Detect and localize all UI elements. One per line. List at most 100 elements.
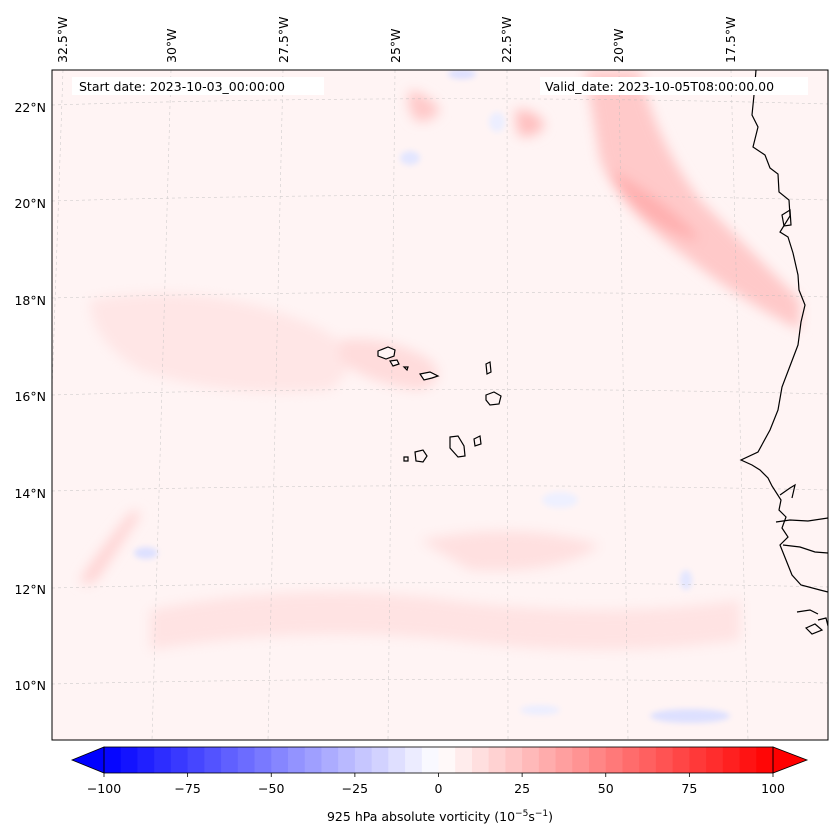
meridian-17.5W bbox=[730, 70, 749, 740]
negative-vorticity-patch-center bbox=[542, 492, 578, 508]
colorbar-cell bbox=[237, 747, 256, 773]
colorbar-cell bbox=[221, 747, 239, 773]
colorbar-cell bbox=[287, 747, 306, 773]
colorbar-cell bbox=[321, 747, 339, 773]
island-sao-vicente bbox=[389, 359, 400, 367]
positive-vorticity-band-west bbox=[80, 511, 140, 584]
colorbar-ticks: −100 −75 −50 −25 0 25 50 75 100 bbox=[87, 773, 785, 796]
colorbar-cell bbox=[154, 747, 172, 773]
lat-label-22N: 22°N bbox=[14, 100, 46, 115]
colorbar-cell bbox=[170, 747, 189, 773]
negative-vorticity-patch-north bbox=[448, 70, 476, 79]
vorticity-field bbox=[80, 70, 800, 723]
positive-vorticity-band-north bbox=[408, 90, 440, 122]
lon-label-30W: 30°W bbox=[164, 28, 179, 63]
start-date-label: Start date: 2023-10-03_00:00:00 bbox=[79, 79, 285, 94]
parallel-22N bbox=[52, 98, 828, 106]
lat-label-20N: 20°N bbox=[14, 196, 46, 211]
colorbar-tick-label: −25 bbox=[342, 781, 368, 796]
colorbar-cell bbox=[622, 747, 640, 773]
colorbar-label-mid: s bbox=[528, 809, 535, 824]
colorbar-cell bbox=[271, 747, 289, 773]
coastline-cape-verde-peninsula bbox=[779, 483, 796, 499]
colorbar-tick-label: −100 bbox=[87, 781, 121, 796]
colorbar-tick-label: 25 bbox=[514, 781, 530, 796]
colorbar-cell bbox=[388, 747, 406, 773]
lon-label-25W: 25°W bbox=[388, 28, 403, 63]
island-sao-nicolau bbox=[419, 371, 440, 381]
parallel-10N bbox=[52, 678, 828, 685]
meridian-20W bbox=[618, 70, 629, 740]
valid-date-label: Valid_date: 2023-10-05T08:00:00.00 bbox=[545, 79, 774, 94]
parallel-18N bbox=[52, 291, 828, 299]
lon-label-32.5W: 32.5°W bbox=[55, 17, 70, 63]
lon-label-20W: 20°W bbox=[611, 28, 626, 63]
colorbar-extend-min bbox=[70, 746, 105, 774]
lon-label-17.5W: 17.5°W bbox=[723, 17, 738, 63]
parallel-20N bbox=[52, 194, 828, 202]
coastline-mauritania-senegal bbox=[739, 70, 828, 593]
colorbar-extend-max bbox=[772, 746, 809, 774]
map-frame bbox=[51, 69, 829, 741]
positive-vorticity-spread-center bbox=[90, 293, 350, 393]
colorbar-cell bbox=[589, 747, 607, 773]
coastline-mauritania-islands bbox=[781, 208, 792, 227]
meridian-22.5W bbox=[506, 70, 509, 740]
colorbar-tick-label: 100 bbox=[761, 781, 785, 796]
colorbar-cell bbox=[354, 747, 373, 773]
colorbar-cells bbox=[104, 747, 774, 773]
colorbar-cell bbox=[605, 747, 624, 773]
parallel-14N bbox=[52, 485, 828, 492]
island-brava bbox=[403, 456, 409, 462]
colorbar-tick-label: 0 bbox=[435, 781, 443, 796]
colorbar-label-exp2: −1 bbox=[535, 809, 548, 819]
colorbar-cell bbox=[120, 747, 139, 773]
positive-vorticity-band-northeast bbox=[585, 70, 800, 330]
colorbar-tick-label: 75 bbox=[681, 781, 697, 796]
coastline-casamance bbox=[782, 544, 828, 554]
colorbar-cell bbox=[555, 747, 573, 773]
colorbar-cell bbox=[706, 747, 724, 773]
coastline-gambia bbox=[775, 517, 828, 523]
negative-vorticity-patch-west bbox=[134, 547, 158, 559]
longitude-labels: 32.5°W 30°W 27.5°W 25°W 22.5°W 20°W 17.5… bbox=[55, 17, 738, 63]
colorbar-cell bbox=[655, 747, 674, 773]
colorbar-cell bbox=[187, 747, 205, 773]
colorbar-cell bbox=[538, 747, 557, 773]
colorbar-cell bbox=[639, 747, 657, 773]
island-boa-vista bbox=[485, 391, 502, 406]
colorbar-cell bbox=[254, 747, 272, 773]
lat-label-18N: 18°N bbox=[14, 293, 46, 308]
negative-vorticity-patch-north-2 bbox=[400, 151, 420, 165]
colorbar-cell bbox=[104, 747, 122, 773]
colorbar-cell bbox=[756, 747, 774, 773]
colorbar-cell bbox=[689, 747, 707, 773]
colorbar-label-text: 925 hPa absolute vorticity (10 bbox=[327, 809, 515, 824]
negative-vorticity-patch-north-3 bbox=[489, 112, 505, 132]
colorbar-cell bbox=[672, 747, 690, 773]
negative-vorticity-patch-south-2 bbox=[520, 705, 560, 715]
colorbar-cell bbox=[505, 747, 523, 773]
island-fogo bbox=[414, 449, 428, 463]
colorbar-cell bbox=[405, 747, 423, 773]
start-date-box bbox=[72, 77, 324, 95]
lon-label-27.5W: 27.5°W bbox=[276, 17, 291, 63]
gridlines bbox=[52, 70, 828, 740]
positive-vorticity-spread-islands bbox=[340, 339, 438, 390]
colorbar-cell bbox=[438, 747, 456, 773]
lat-label-16N: 16°N bbox=[14, 389, 46, 404]
colorbar-cell bbox=[204, 747, 222, 773]
meridian-25W bbox=[387, 70, 396, 740]
colorbar-cell bbox=[371, 747, 389, 773]
lat-label-12N: 12°N bbox=[14, 582, 46, 597]
island-maio bbox=[473, 435, 482, 447]
positive-vorticity-spread-south bbox=[150, 592, 740, 650]
parallel-16N bbox=[52, 388, 828, 396]
meridian-27.5W bbox=[267, 70, 284, 740]
coastline-guinea-bissau-islands bbox=[796, 609, 828, 635]
colorbar-cell bbox=[304, 747, 323, 773]
parallel-12N bbox=[52, 582, 828, 589]
colorbar-tick-label: 50 bbox=[598, 781, 614, 796]
lon-label-22.5W: 22.5°W bbox=[499, 17, 514, 63]
lat-label-10N: 10°N bbox=[14, 678, 46, 693]
